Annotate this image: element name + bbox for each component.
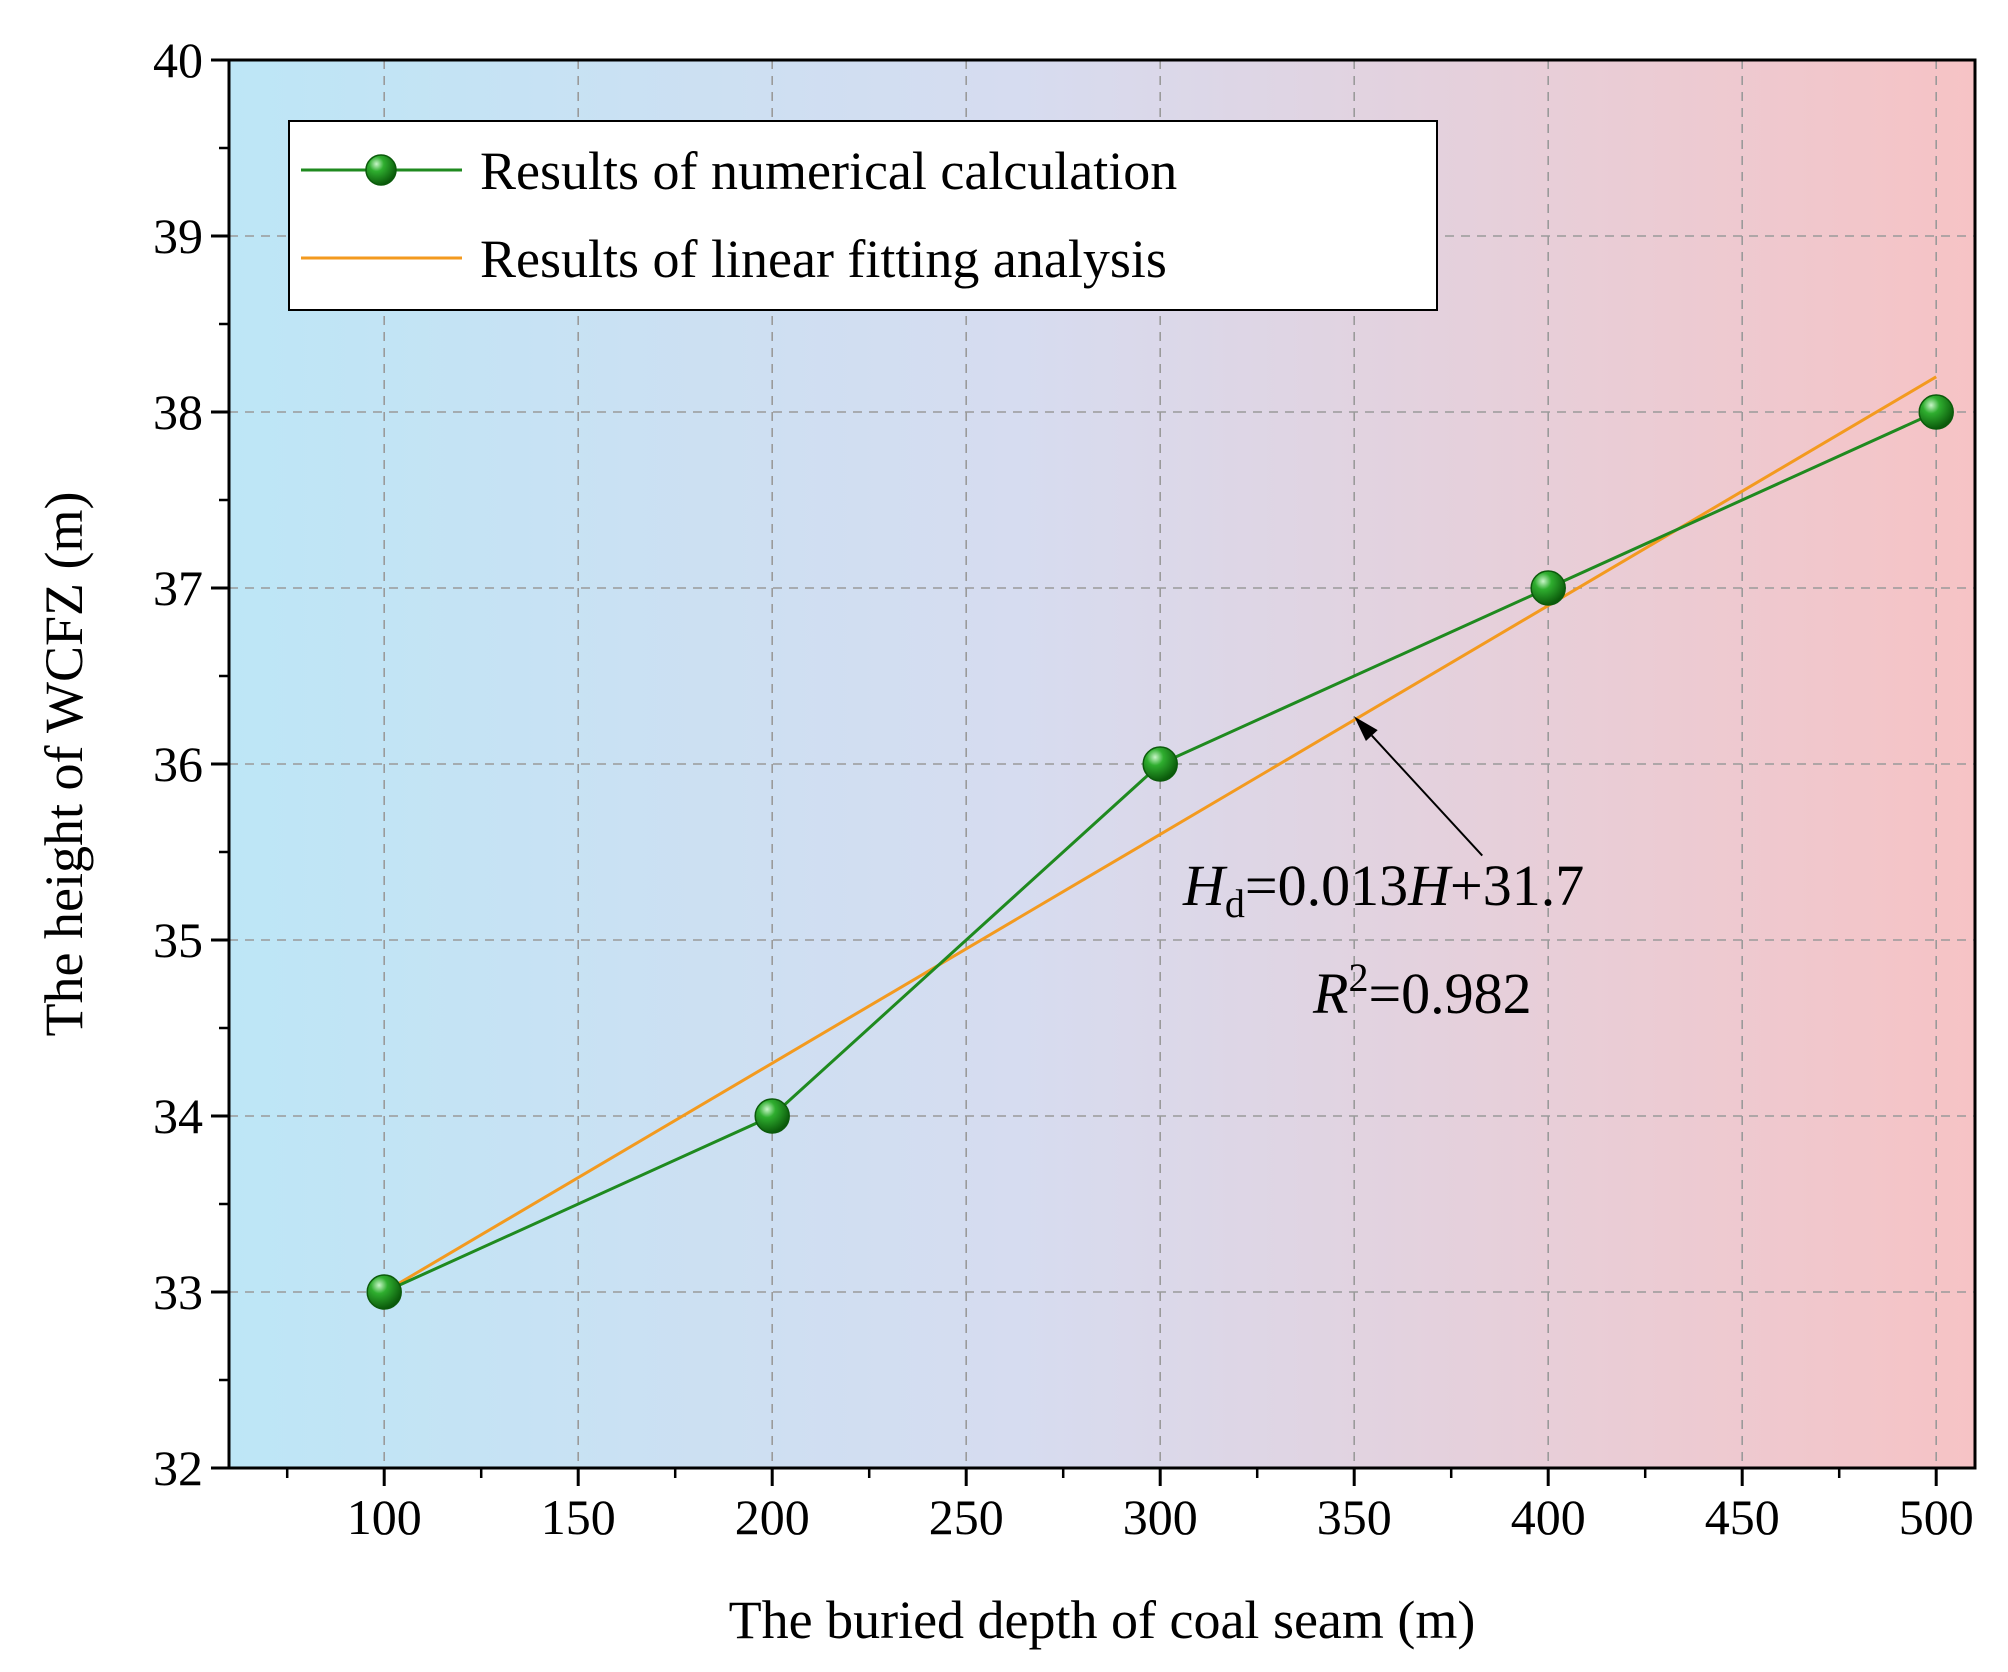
equation-middle: =0.013 bbox=[1245, 853, 1408, 918]
equation-rhs-symbol: H bbox=[1407, 853, 1453, 918]
data-point bbox=[1530, 570, 1566, 606]
x-tick-label: 250 bbox=[929, 1489, 1004, 1545]
calc-series bbox=[366, 394, 1954, 1310]
y-tick-label: 32 bbox=[153, 1440, 203, 1496]
legend-label-fit: Results of linear fitting analysis bbox=[480, 229, 1167, 289]
equation-lhs-subscript: d bbox=[1225, 881, 1245, 926]
y-tick-labels: 32 33 34 35 36 37 38 39 40 bbox=[153, 32, 203, 1496]
x-tick-label: 400 bbox=[1511, 1489, 1586, 1545]
x-tick-label: 350 bbox=[1317, 1489, 1392, 1545]
x-tick-label: 500 bbox=[1899, 1489, 1974, 1545]
fit-equation: Hd=0.013H+31.7 bbox=[1182, 853, 1584, 926]
y-tick-label: 39 bbox=[153, 208, 203, 264]
x-tick-labels: 100 150 200 250 300 350 400 450 500 bbox=[347, 1489, 1974, 1545]
data-point bbox=[754, 1098, 790, 1134]
fit-equation-annotation: Hd=0.013H+31.7 R2=0.982 bbox=[1182, 716, 1584, 1026]
y-tick-label: 36 bbox=[153, 736, 203, 792]
r-squared: R2=0.982 bbox=[1312, 955, 1532, 1026]
y-tick-label: 37 bbox=[153, 560, 203, 616]
data-point bbox=[366, 1274, 402, 1310]
y-tick-label: 35 bbox=[153, 912, 203, 968]
equation-tail: +31.7 bbox=[1450, 853, 1584, 918]
x-axis-title: The buried depth of coal seam (m) bbox=[729, 1590, 1476, 1650]
axis-ticks bbox=[211, 58, 1938, 1486]
annotation-arrow-head bbox=[1354, 716, 1378, 742]
equation-lhs-symbol: H bbox=[1182, 853, 1228, 918]
legend: Results of numerical calculation Results… bbox=[288, 120, 1438, 311]
y-axis-title: The height of WCFZ (m) bbox=[34, 492, 94, 1037]
annotation-arrow-shaft bbox=[1371, 734, 1483, 857]
x-tick-label: 450 bbox=[1705, 1489, 1780, 1545]
y-tick-label: 33 bbox=[153, 1264, 203, 1320]
y-tick-label: 34 bbox=[153, 1088, 203, 1144]
y-tick-label: 40 bbox=[153, 32, 203, 88]
x-tick-label: 150 bbox=[541, 1489, 616, 1545]
r2-superscript: 2 bbox=[1348, 955, 1368, 1000]
legend-box bbox=[288, 120, 1438, 311]
data-point bbox=[1918, 394, 1954, 430]
r2-symbol: R bbox=[1312, 961, 1348, 1026]
legend-label-calc: Results of numerical calculation bbox=[480, 141, 1177, 201]
data-point bbox=[1142, 746, 1178, 782]
legend-marker-calc bbox=[365, 154, 397, 186]
x-tick-label: 200 bbox=[735, 1489, 810, 1545]
x-tick-label: 100 bbox=[347, 1489, 422, 1545]
y-tick-label: 38 bbox=[153, 384, 203, 440]
r2-tail: =0.982 bbox=[1368, 961, 1531, 1026]
x-tick-label: 300 bbox=[1123, 1489, 1198, 1545]
